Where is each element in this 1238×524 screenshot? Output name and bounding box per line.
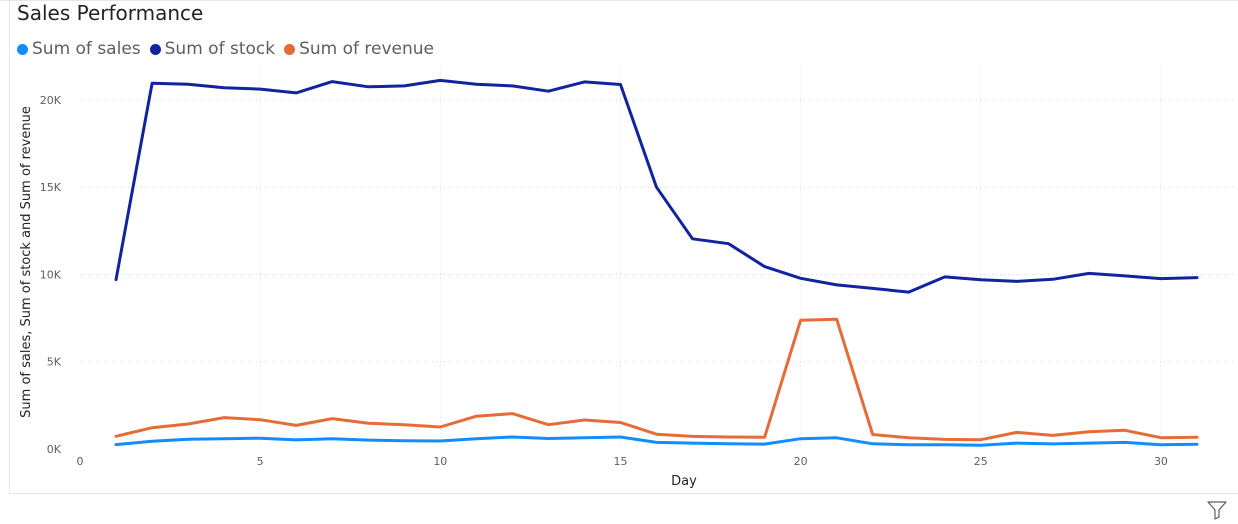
- chart-title: Sales Performance: [17, 1, 204, 25]
- x-tick-label: 0: [77, 455, 84, 468]
- legend-item-sales[interactable]: Sum of sales: [17, 39, 141, 59]
- x-tick-label: 5: [257, 455, 264, 468]
- bottom-border: [10, 493, 1238, 494]
- x-tick-label: 15: [613, 455, 627, 468]
- legend-item-stock[interactable]: Sum of stock: [149, 39, 276, 59]
- filter-icon[interactable]: [1207, 500, 1227, 520]
- side-border: [9, 0, 10, 494]
- y-tick-label: 5K: [47, 356, 62, 369]
- x-tick-label: 20: [794, 455, 808, 468]
- x-axis-label: Day: [671, 474, 697, 489]
- legend-item-revenue[interactable]: Sum of revenue: [284, 39, 434, 59]
- x-tick-label: 10: [433, 455, 447, 468]
- x-axis-ticks: 0 5 10 15 20 25 30: [77, 455, 1168, 468]
- legend-marker-sales: [17, 43, 28, 55]
- series-line-revenue[interactable]: [114, 317, 1199, 442]
- series-line-sales[interactable]: [114, 435, 1199, 447]
- legend-label-sales: Sum of sales: [32, 39, 141, 59]
- y-axis-label: Sum of sales, Sum of stock and Sum of re…: [19, 106, 34, 418]
- x-tick-label: 25: [974, 455, 988, 468]
- legend-marker-revenue: [284, 43, 296, 55]
- y-tick-label: 0K: [47, 443, 62, 456]
- gridlines: [80, 65, 1233, 449]
- series-line-stock[interactable]: [114, 78, 1199, 294]
- line-chart: 0K 5K 10K 15K 20K 0 5 10 15 20 25 30 Sum of sales,…: [19, 65, 1233, 489]
- y-axis-ticks: 0K 5K 10K 15K 20K: [40, 94, 62, 456]
- legend-marker-stock: [149, 43, 161, 55]
- legend: Sum of sales Sum of stock Sum of revenue: [17, 38, 443, 60]
- legend-label-stock: Sum of stock: [164, 39, 276, 59]
- y-tick-label: 10K: [40, 268, 62, 281]
- top-border: [0, 0, 1238, 1]
- y-tick-label: 15K: [40, 181, 62, 194]
- x-tick-label: 30: [1154, 455, 1168, 468]
- legend-label-revenue: Sum of revenue: [299, 39, 434, 59]
- series-lines: [114, 78, 1199, 447]
- y-tick-label: 20K: [40, 94, 62, 107]
